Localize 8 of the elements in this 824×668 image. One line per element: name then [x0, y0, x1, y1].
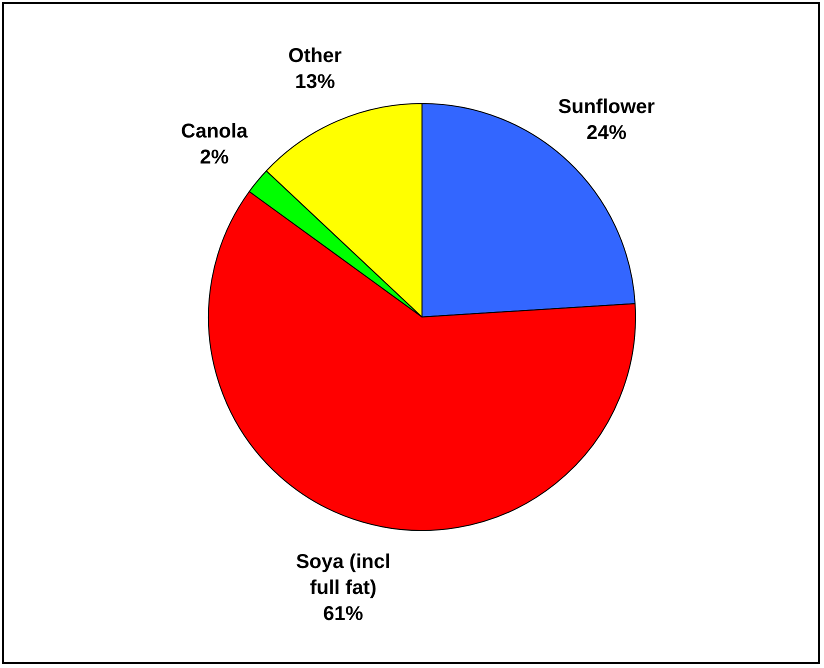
data-label: 61%: [323, 602, 364, 625]
slice-label: Canola: [181, 120, 249, 143]
data-label: 13%: [294, 71, 336, 94]
data-label: 24%: [586, 122, 627, 144]
slice-label: Other: [288, 45, 342, 68]
slice-label: Sunflower: [558, 96, 656, 118]
data-label: 2%: [200, 146, 230, 169]
slice-label: Soya (incl full fat): [296, 550, 390, 599]
